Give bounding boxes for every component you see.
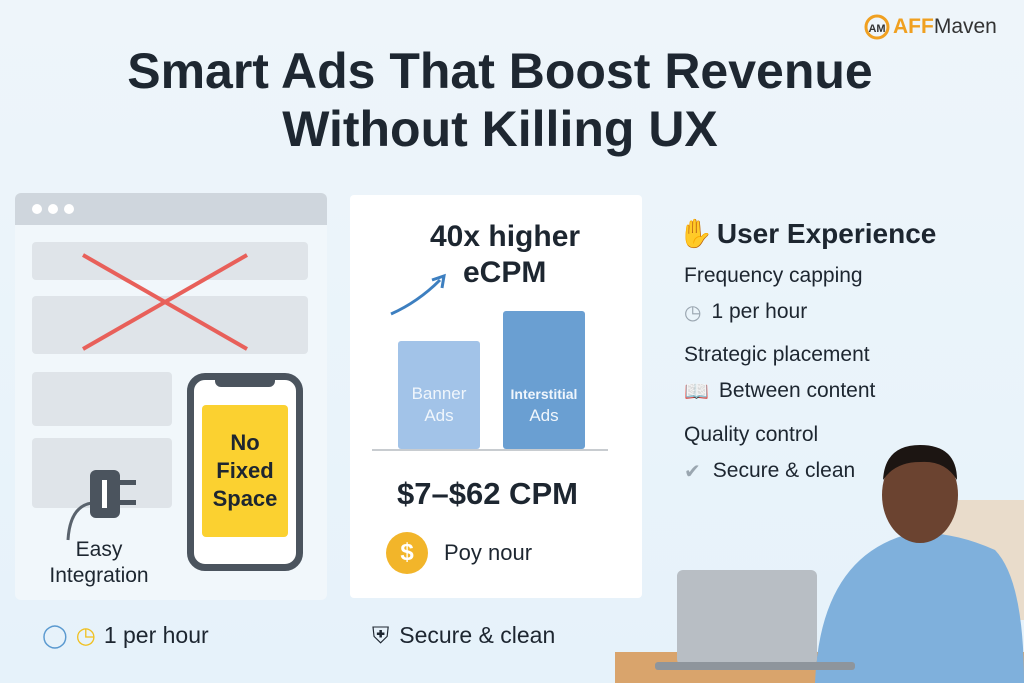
clock-icon: ◯: [42, 622, 68, 648]
shield-icon: ⛨: [372, 622, 390, 648]
cpm-range: $7–$62 CPM: [397, 476, 578, 511]
trend-arrow-icon: [390, 273, 446, 316]
alarm-clock-icon: ◷: [75, 622, 96, 648]
clock-icon: ◷: [684, 302, 702, 324]
ecpm-headline: eCPM: [463, 256, 547, 289]
chart-baseline: [372, 449, 608, 451]
hand-icon: ✋: [678, 218, 713, 249]
dollar-coin-icon: $: [386, 532, 428, 574]
banner-ads-bar: [398, 341, 480, 449]
ux-item-title: Quality control: [684, 423, 819, 446]
ux-heading: ✋ User Experience: [678, 217, 937, 250]
ux-item-detail: ✔ Secure & clean: [684, 459, 856, 483]
ux-item-detail: ◷ 1 per hour: [684, 300, 808, 324]
interstitial-ads-bar: [503, 311, 585, 449]
shield-check-icon: ✔: [684, 461, 701, 483]
ux-item-title: Strategic placement: [684, 343, 870, 366]
person-with-laptop-illustration: [615, 445, 1024, 683]
logo-icon: AM: [864, 14, 890, 40]
window-dot: [48, 204, 58, 214]
phone-notch: [215, 378, 275, 387]
browser-bar: [15, 193, 327, 225]
footer-frequency: ◯ ◷ 1 per hour: [42, 622, 209, 648]
svg-text:AM: AM: [868, 23, 885, 35]
banner-placeholder: [32, 242, 308, 280]
logo: AM AFF Maven: [864, 14, 997, 40]
window-dot: [64, 204, 74, 214]
footer-security: ⛨ Secure & clean: [372, 622, 556, 648]
ux-item-detail: 📖 Between content: [684, 379, 876, 403]
book-icon: 📖: [684, 381, 709, 403]
window-dot: [32, 204, 42, 214]
no-fixed-space-label: No Fixed Space: [202, 405, 288, 537]
page-title: Smart Ads That Boost Revenue Without Kill…: [127, 43, 873, 157]
cross-icon: [82, 253, 248, 351]
bar-label: Interstitial Ads: [510, 386, 578, 425]
plug-icon: [66, 470, 136, 541]
ecpm-headline: 40x higher: [430, 220, 581, 253]
content-block: [32, 372, 172, 426]
pay-label: Poy nour: [444, 540, 533, 565]
bar-label: Banner Ads: [411, 384, 467, 425]
integration-label: Easy Integration: [49, 538, 149, 587]
ux-item-title: Frequency capping: [684, 264, 863, 287]
